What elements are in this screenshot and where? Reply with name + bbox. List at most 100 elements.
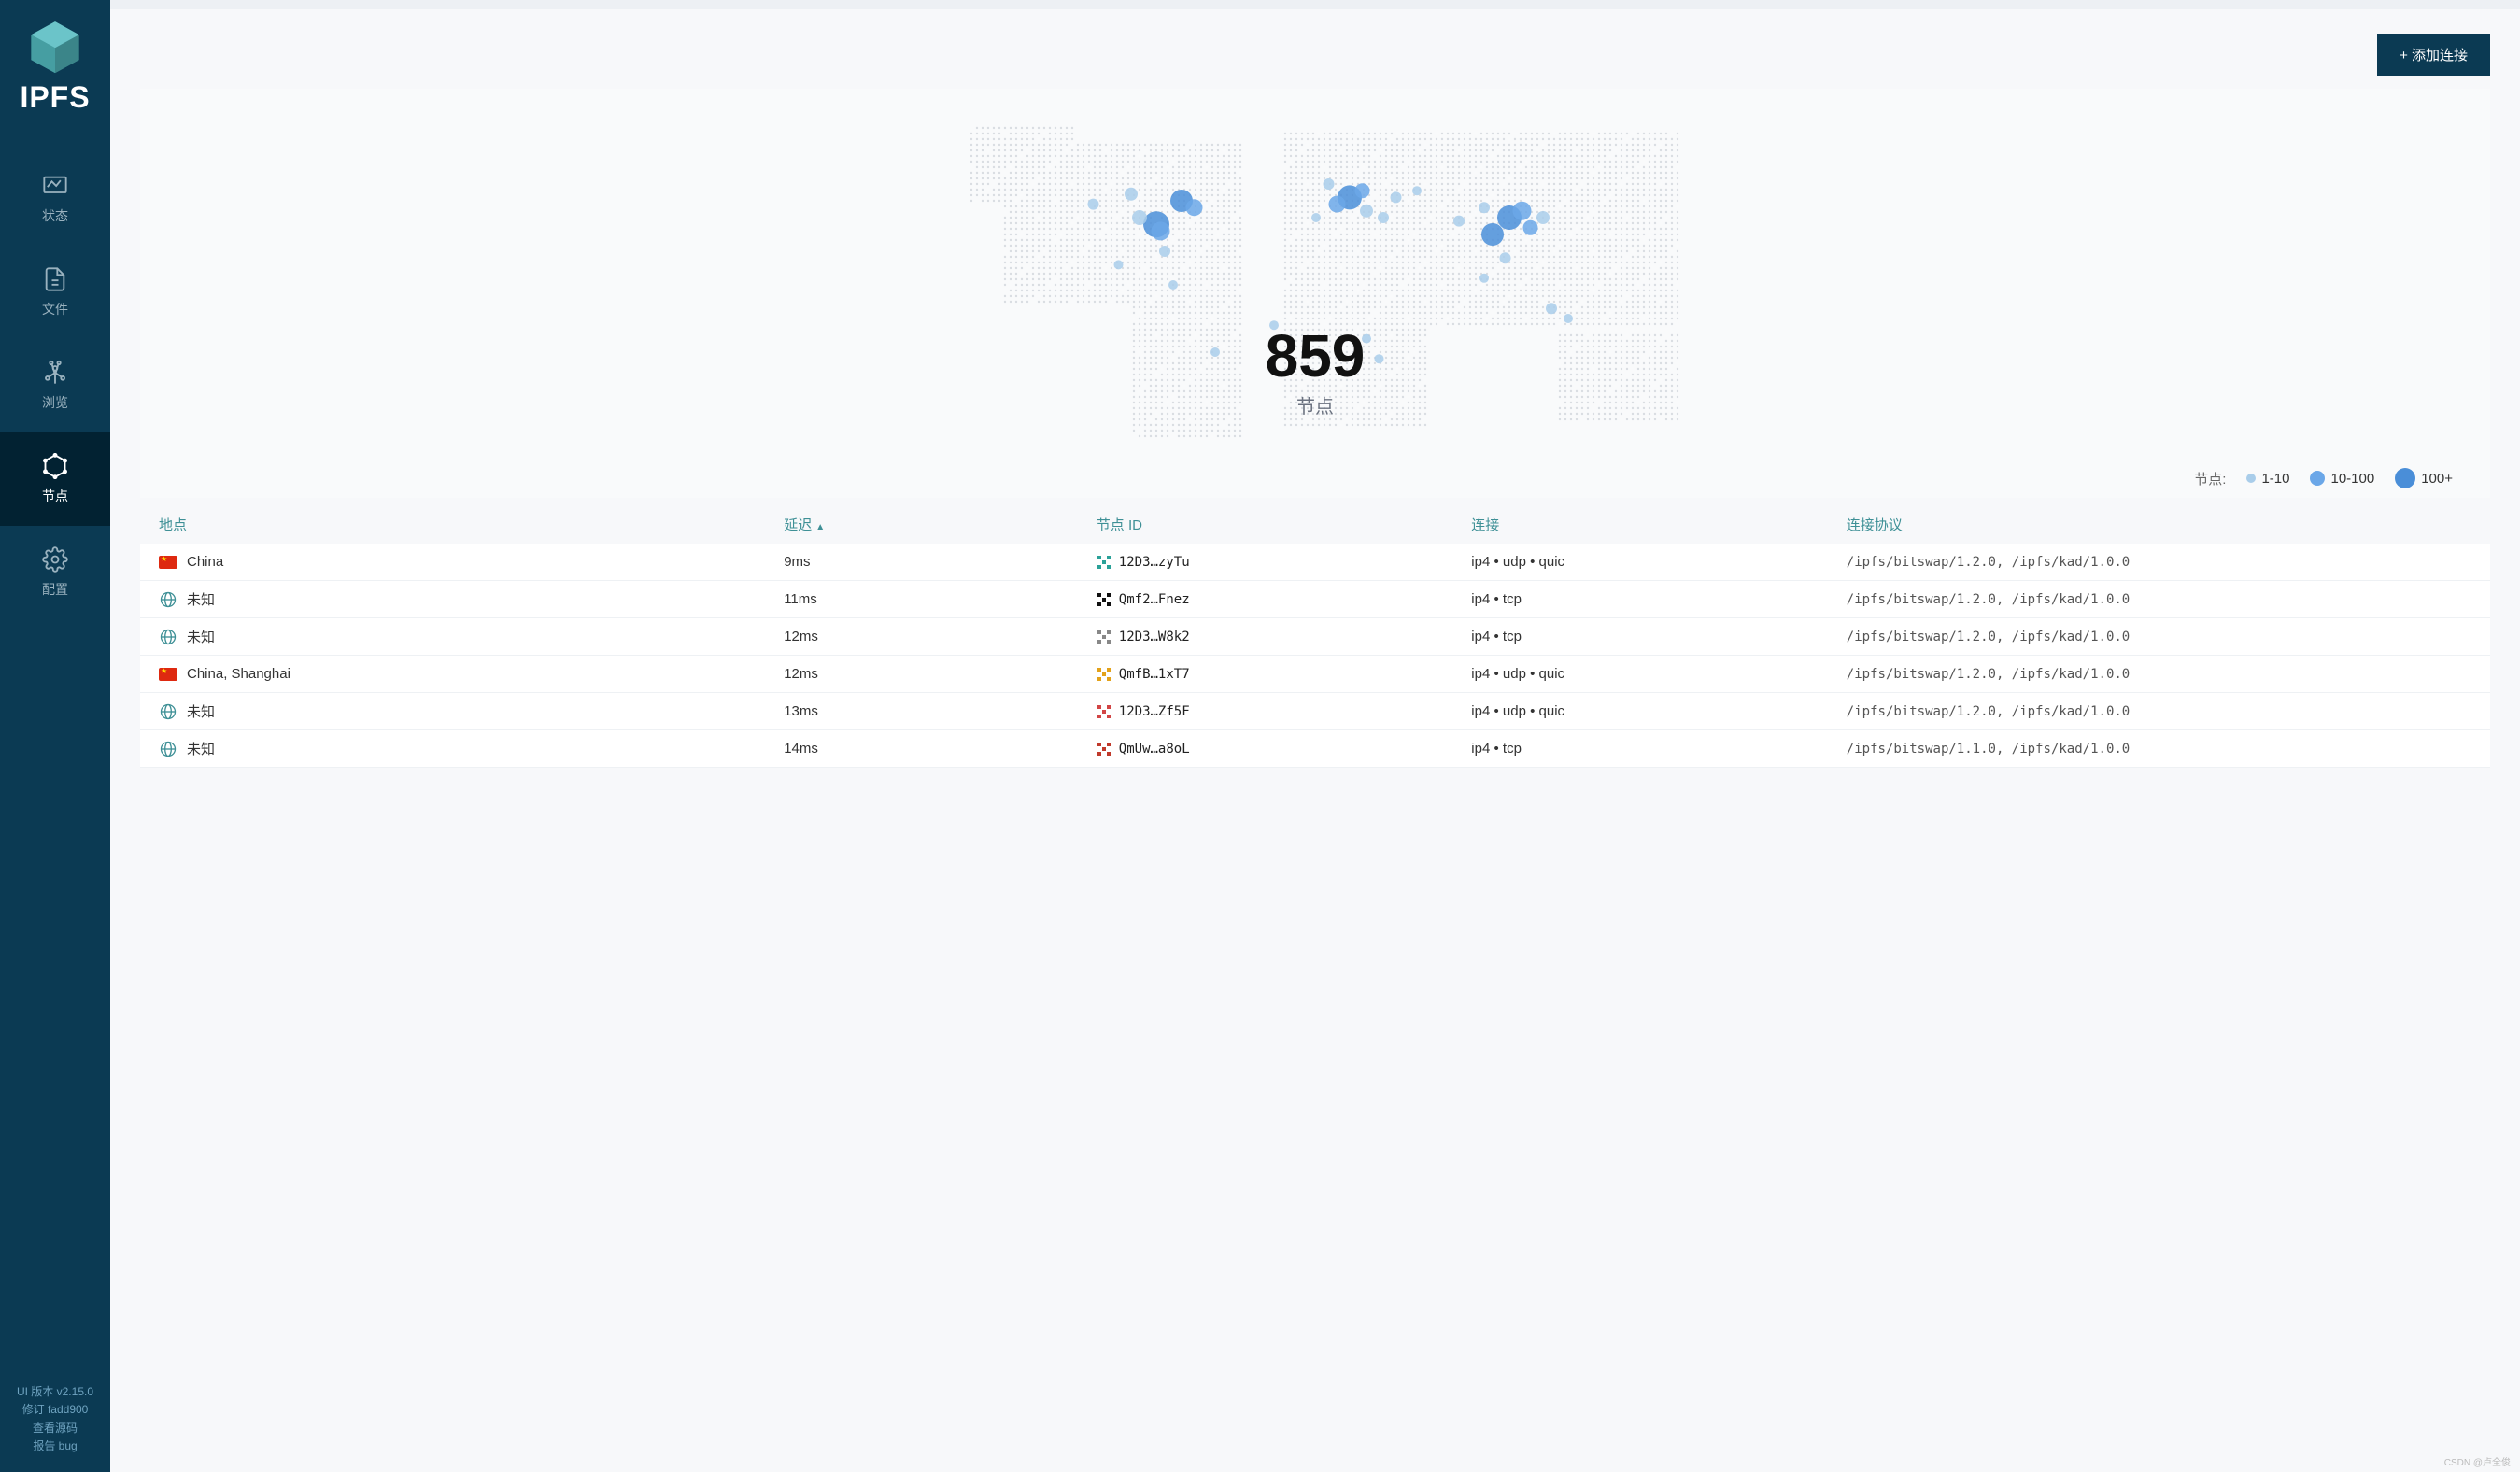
report-bug-link[interactable]: 报告 bug xyxy=(17,1437,93,1455)
legend-dot-icon xyxy=(2310,471,2325,486)
cell-latency: 14ms xyxy=(784,741,1097,757)
cell-peer-id: 12D3…W8k2 xyxy=(1097,630,1472,644)
content: + 添加连接 859 节点 节点: 1-10 xyxy=(110,9,2520,1472)
view-source-link[interactable]: 查看源码 xyxy=(17,1420,93,1437)
th-protocols[interactable]: 连接协议 xyxy=(1847,515,2471,534)
sidebar-item-status[interactable]: 状态 xyxy=(0,152,110,246)
sidebar-item-files[interactable]: 文件 xyxy=(0,246,110,339)
cell-connection: ip4 • udp • quic xyxy=(1471,666,1847,682)
cell-connection: ip4 • tcp xyxy=(1471,629,1847,644)
watermark: CSDN @卢全俊 xyxy=(2444,1454,2511,1468)
cell-protocols: /ipfs/bitswap/1.2.0, /ipfs/kad/1.0.0 xyxy=(1847,704,2471,719)
globe-icon xyxy=(159,740,177,758)
sidebar-item-label: 状态 xyxy=(42,206,68,225)
location-text: 未知 xyxy=(187,627,215,646)
peer-id-text: 12D3…W8k2 xyxy=(1119,630,1190,644)
cell-protocols: /ipfs/bitswap/1.2.0, /ipfs/kad/1.0.0 xyxy=(1847,667,2471,682)
table-row[interactable]: 未知 12ms 12D3…W8k2 ip4 • tcp /ipfs/bitswa… xyxy=(140,618,2490,656)
identicon-icon xyxy=(1097,742,1111,757)
cell-latency: 12ms xyxy=(784,629,1097,644)
peers-map-panel: 859 节点 节点: 1-10 10-100 100+ xyxy=(140,89,2490,498)
cell-protocols: /ipfs/bitswap/1.1.0, /ipfs/kad/1.0.0 xyxy=(1847,742,2471,757)
peers-count-block: 859 节点 xyxy=(1266,326,1366,418)
ui-version-link[interactable]: UI 版本 v2.15.0 xyxy=(17,1383,93,1401)
th-peer-id[interactable]: 节点 ID xyxy=(1097,515,1472,534)
table-header: 地点 延迟▲ 节点 ID 连接 连接协议 xyxy=(140,515,2490,544)
legend-item-large: 100+ xyxy=(2395,468,2453,488)
sidebar: IPFS 状态 文件 浏览 节点 配置 xyxy=(0,0,110,1472)
sidebar-footer: UI 版本 v2.15.0 修订 fadd900 查看源码 报告 bug xyxy=(17,1366,93,1472)
revision-link[interactable]: 修订 fadd900 xyxy=(17,1401,93,1419)
cell-peer-id: QmUw…a8oL xyxy=(1097,742,1472,757)
sidebar-item-explore[interactable]: 浏览 xyxy=(0,339,110,432)
location-text: 未知 xyxy=(187,589,215,609)
flag-cn-icon xyxy=(159,668,177,681)
brand-text: IPFS xyxy=(20,80,90,115)
cell-connection: ip4 • udp • quic xyxy=(1471,554,1847,570)
cell-peer-id: Qmf2…Fnez xyxy=(1097,592,1472,607)
cell-latency: 11ms xyxy=(784,591,1097,607)
legend-label: 100+ xyxy=(2421,471,2453,487)
cell-location: 未知 xyxy=(159,589,784,609)
location-text: China, Shanghai xyxy=(187,666,290,682)
cell-peer-id: QmfB…1xT7 xyxy=(1097,667,1472,682)
table-body[interactable]: China 9ms 12D3…zyTu ip4 • udp • quic /ip… xyxy=(140,544,2490,1472)
add-connection-button[interactable]: + 添加连接 xyxy=(2377,34,2490,76)
cell-connection: ip4 • tcp xyxy=(1471,741,1847,757)
app-root: IPFS 状态 文件 浏览 节点 配置 xyxy=(0,0,2520,1472)
identicon-icon xyxy=(1097,704,1111,719)
sort-asc-icon: ▲ xyxy=(815,522,825,532)
peer-id-text: 12D3…zyTu xyxy=(1119,555,1190,570)
globe-icon xyxy=(159,628,177,646)
legend-item-small: 1-10 xyxy=(2246,471,2289,487)
legend-title: 节点: xyxy=(2194,469,2226,488)
legend-dot-icon xyxy=(2395,468,2415,488)
legend-label: 10-100 xyxy=(2330,471,2374,487)
identicon-icon xyxy=(1097,667,1111,682)
cell-location: 未知 xyxy=(159,627,784,646)
table-row[interactable]: China, Shanghai 12ms QmfB…1xT7 ip4 • udp… xyxy=(140,656,2490,693)
cell-location: 未知 xyxy=(159,739,784,758)
identicon-icon xyxy=(1097,592,1111,607)
table-row[interactable]: China 9ms 12D3…zyTu ip4 • udp • quic /ip… xyxy=(140,544,2490,581)
globe-icon xyxy=(159,702,177,721)
legend-label: 1-10 xyxy=(2261,471,2289,487)
sidebar-item-peers[interactable]: 节点 xyxy=(0,432,110,526)
sidebar-nav: 状态 文件 浏览 节点 配置 xyxy=(0,152,110,619)
cell-latency: 13ms xyxy=(784,703,1097,719)
th-connection[interactable]: 连接 xyxy=(1471,515,1847,534)
cell-latency: 9ms xyxy=(784,554,1097,570)
map-legend: 节点: 1-10 10-100 100+ xyxy=(168,462,2462,488)
files-icon xyxy=(42,266,68,292)
table-row[interactable]: 未知 11ms Qmf2…Fnez ip4 • tcp /ipfs/bitswa… xyxy=(140,581,2490,618)
peer-id-text: Qmf2…Fnez xyxy=(1119,592,1190,607)
table-row[interactable]: 未知 14ms QmUw…a8oL ip4 • tcp /ipfs/bitswa… xyxy=(140,730,2490,768)
identicon-icon xyxy=(1097,630,1111,644)
th-location[interactable]: 地点 xyxy=(159,515,784,534)
legend-dot-icon xyxy=(2246,474,2256,483)
sidebar-item-label: 配置 xyxy=(42,580,68,599)
gear-icon xyxy=(42,546,68,573)
cell-protocols: /ipfs/bitswap/1.2.0, /ipfs/kad/1.0.0 xyxy=(1847,630,2471,644)
sidebar-item-label: 节点 xyxy=(42,487,68,505)
peers-count-label: 节点 xyxy=(1266,391,1366,418)
page-actions: + 添加连接 xyxy=(140,34,2490,76)
sidebar-item-label: 文件 xyxy=(42,300,68,318)
topbar xyxy=(110,0,2520,9)
explore-icon xyxy=(42,360,68,386)
table-row[interactable]: 未知 13ms 12D3…Zf5F ip4 • udp • quic /ipfs… xyxy=(140,693,2490,730)
cell-protocols: /ipfs/bitswap/1.2.0, /ipfs/kad/1.0.0 xyxy=(1847,592,2471,607)
cell-latency: 12ms xyxy=(784,666,1097,682)
brand[interactable]: IPFS xyxy=(20,0,90,124)
location-text: 未知 xyxy=(187,739,215,758)
location-text: China xyxy=(187,554,223,570)
peer-id-text: QmUw…a8oL xyxy=(1119,742,1190,757)
sidebar-item-settings[interactable]: 配置 xyxy=(0,526,110,619)
cell-peer-id: 12D3…Zf5F xyxy=(1097,704,1472,719)
cell-connection: ip4 • udp • quic xyxy=(1471,703,1847,719)
th-latency[interactable]: 延迟▲ xyxy=(784,515,1097,534)
peer-id-text: 12D3…Zf5F xyxy=(1119,704,1190,719)
peers-count: 859 xyxy=(1266,326,1366,386)
main: + 添加连接 859 节点 节点: 1-10 xyxy=(110,0,2520,1472)
peers-table: 地点 延迟▲ 节点 ID 连接 连接协议 China 9ms 12D3…zyTu… xyxy=(140,515,2490,1472)
